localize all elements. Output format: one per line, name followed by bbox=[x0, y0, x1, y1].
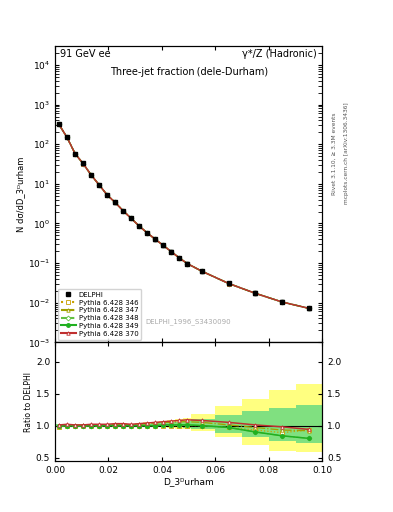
Y-axis label: Ratio to DELPHI: Ratio to DELPHI bbox=[24, 372, 33, 432]
Text: Rivet 3.1.10, ≥ 3.3M events: Rivet 3.1.10, ≥ 3.3M events bbox=[332, 112, 337, 195]
Text: Three-jet fraction (dele-Durham): Three-jet fraction (dele-Durham) bbox=[110, 67, 268, 77]
Text: 91 GeV ee: 91 GeV ee bbox=[61, 49, 111, 59]
X-axis label: D_3ᴰurham: D_3ᴰurham bbox=[163, 477, 214, 486]
Y-axis label: N dσ/dD_3ᴰurham: N dσ/dD_3ᴰurham bbox=[16, 157, 25, 232]
Text: γ*/Z (Hadronic): γ*/Z (Hadronic) bbox=[242, 49, 317, 59]
Text: DELPHI_1996_S3430090: DELPHI_1996_S3430090 bbox=[146, 318, 231, 325]
Text: mcplots.cern.ch [arXiv:1306.3436]: mcplots.cern.ch [arXiv:1306.3436] bbox=[344, 103, 349, 204]
Legend: DELPHI, Pythia 6.428 346, Pythia 6.428 347, Pythia 6.428 348, Pythia 6.428 349, : DELPHI, Pythia 6.428 346, Pythia 6.428 3… bbox=[58, 289, 141, 339]
